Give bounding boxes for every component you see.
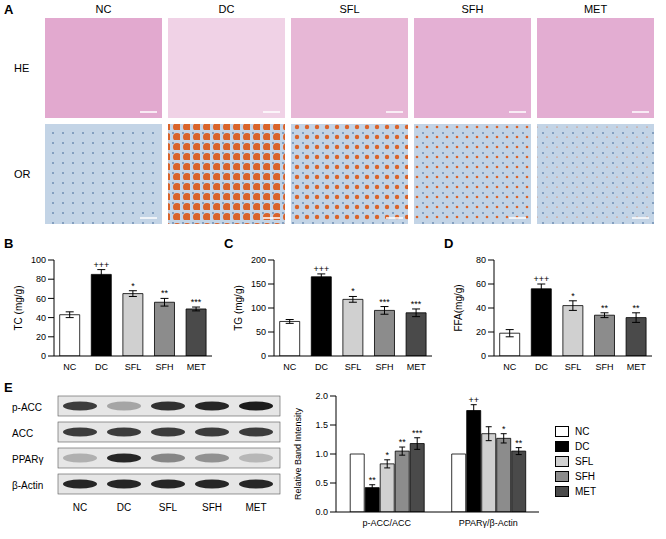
svg-text:***: *** — [412, 428, 423, 438]
svg-text:**: ** — [399, 437, 407, 447]
svg-text:p-ACC/ACC: p-ACC/ACC — [362, 518, 411, 528]
svg-text:**: ** — [369, 475, 377, 485]
svg-text:NC: NC — [63, 362, 76, 372]
svg-text:DC: DC — [315, 362, 328, 372]
html-text:SFH: SFH — [202, 502, 222, 513]
svg-text:0: 0 — [261, 351, 266, 361]
svg-text:1.0: 1.0 — [315, 449, 328, 459]
svg-text:*: * — [131, 281, 135, 291]
html-text:HE: HE — [14, 62, 30, 74]
svg-text:**: ** — [161, 288, 169, 298]
svg-text:MET: MET — [407, 362, 427, 372]
html-text:SFH: SFH — [575, 471, 595, 482]
svg-text:+++: +++ — [313, 264, 329, 274]
html-text:MET: MET — [575, 486, 597, 497]
svg-text:SFL: SFL — [345, 362, 362, 372]
svg-text:FFA(mg/g): FFA(mg/g) — [453, 284, 464, 331]
svg-text:100: 100 — [251, 303, 266, 313]
svg-text:**: ** — [515, 438, 523, 448]
svg-text:DC: DC — [535, 362, 548, 372]
svg-text:150: 150 — [251, 279, 266, 289]
svg-text:200: 200 — [251, 255, 266, 265]
svg-text:DC: DC — [95, 362, 108, 372]
html-text:DC: DC — [218, 3, 235, 15]
svg-text:*: * — [351, 286, 355, 296]
svg-text:20: 20 — [476, 327, 486, 337]
svg-text:0: 0 — [41, 351, 46, 361]
svg-text:SFL: SFL — [125, 362, 142, 372]
html-text:NC: NC — [72, 502, 88, 513]
html-text:ACC: ACC — [12, 428, 34, 439]
html-text:E: E — [4, 380, 13, 395]
svg-text:NC: NC — [283, 362, 296, 372]
html-text:DC: DC — [116, 502, 132, 513]
svg-text:***: *** — [411, 299, 422, 309]
svg-text:TG (mg/g): TG (mg/g) — [233, 285, 244, 331]
svg-text:PPARγ/β-Actin: PPARγ/β-Actin — [459, 518, 518, 528]
svg-text:**: ** — [601, 303, 609, 313]
svg-text:100: 100 — [31, 255, 46, 265]
html-text:SFL: SFL — [575, 456, 594, 467]
html-text:D: D — [444, 236, 454, 251]
html-text:PPARγ: PPARγ — [12, 454, 44, 465]
svg-text:80: 80 — [476, 255, 486, 265]
html-text:NC: NC — [575, 426, 590, 437]
svg-text:50: 50 — [256, 327, 266, 337]
svg-text:1.5: 1.5 — [315, 420, 328, 430]
svg-text:20: 20 — [36, 332, 46, 342]
svg-text:NC: NC — [503, 362, 516, 372]
svg-text:***: *** — [191, 297, 202, 307]
html-text:A: A — [4, 2, 14, 17]
svg-text:SFH: SFH — [376, 362, 394, 372]
svg-text:0.5: 0.5 — [315, 478, 328, 488]
svg-text:0: 0 — [481, 351, 486, 361]
html-text:SFL: SFL — [339, 3, 360, 15]
svg-text:60: 60 — [476, 279, 486, 289]
html-text:MET: MET — [583, 3, 608, 15]
svg-text:**: ** — [633, 303, 641, 313]
svg-text:+++: +++ — [533, 274, 549, 284]
html-text:MET: MET — [245, 502, 267, 513]
html-text:β-Actin: β-Actin — [12, 480, 44, 491]
html-text:p-ACC: p-ACC — [12, 402, 42, 413]
svg-text:*: * — [571, 291, 575, 301]
svg-text:***: *** — [379, 297, 390, 307]
svg-text:Relative Band Intensity: Relative Band Intensity — [293, 407, 303, 500]
svg-text:60: 60 — [36, 294, 46, 304]
svg-text:MET: MET — [187, 362, 207, 372]
svg-text:80: 80 — [36, 274, 46, 284]
html-text:SFL: SFL — [158, 502, 178, 513]
svg-text:*: * — [385, 450, 389, 460]
html-text:SFH: SFH — [461, 3, 484, 15]
html-text:OR: OR — [14, 168, 31, 180]
svg-text:*: * — [502, 424, 506, 434]
svg-text:SFH: SFH — [156, 362, 174, 372]
svg-text:0.0: 0.0 — [315, 507, 328, 517]
html-text:NC: NC — [95, 3, 112, 15]
html-text:B: B — [4, 236, 14, 251]
svg-text:40: 40 — [476, 303, 486, 313]
html-text:C: C — [224, 236, 234, 251]
html-text:DC: DC — [575, 441, 590, 452]
svg-text:TC (mg/g): TC (mg/g) — [13, 286, 24, 331]
svg-text:2.0: 2.0 — [315, 391, 328, 401]
svg-text:SFL: SFL — [565, 362, 582, 372]
svg-text:SFH: SFH — [596, 362, 614, 372]
svg-text:40: 40 — [36, 313, 46, 323]
svg-text:MET: MET — [627, 362, 647, 372]
svg-text:++: ++ — [468, 395, 479, 405]
svg-text:+++: +++ — [93, 260, 109, 270]
